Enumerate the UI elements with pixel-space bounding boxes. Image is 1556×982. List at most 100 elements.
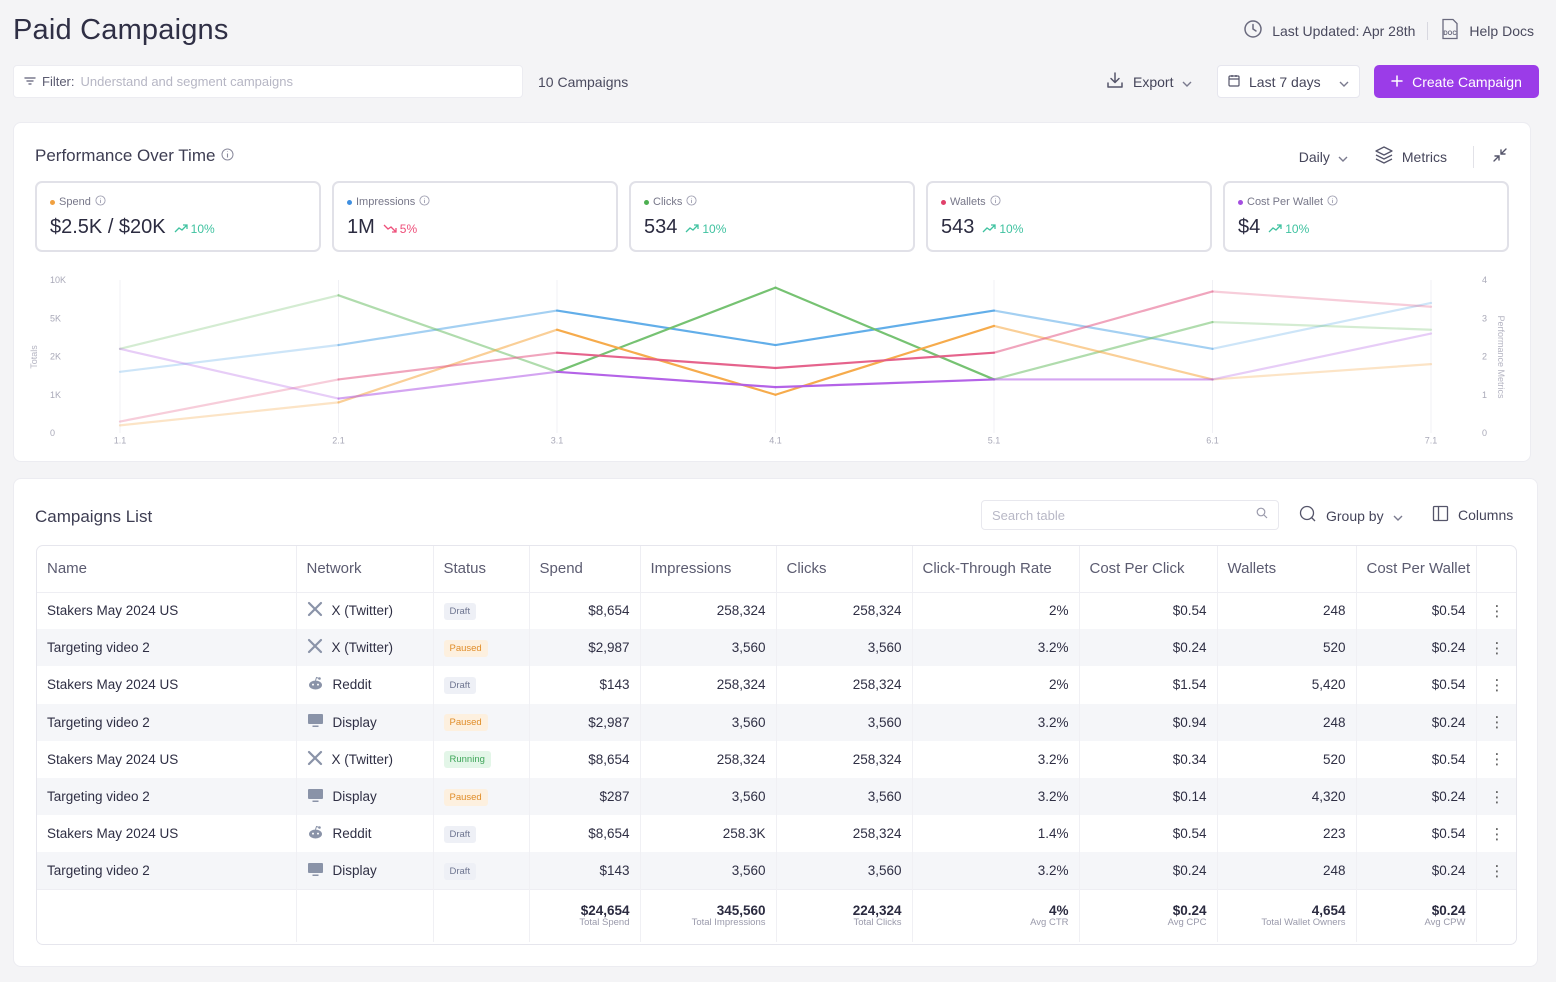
y-tick-label: 2K [50, 352, 61, 362]
row-menu-button[interactable]: ⋮ [1476, 852, 1516, 890]
metrics-button[interactable]: Metrics [1374, 145, 1447, 168]
date-range-label: Last 7 days [1249, 73, 1321, 90]
metric-card-spend[interactable]: Spend $2.5K / $20K 10% [35, 181, 321, 252]
series-0-segment [555, 309, 777, 347]
info-icon[interactable] [221, 146, 234, 166]
campaign-count: 10 Campaigns [538, 74, 629, 90]
impressions-cell: 258,324 [640, 666, 777, 704]
filter-bar[interactable]: Filter: [13, 65, 523, 98]
column-header-spend[interactable]: Spend [529, 546, 641, 593]
clicks-cell: 3,560 [776, 852, 913, 890]
series-1-segment [555, 286, 777, 373]
table-row[interactable]: Targeting video 2 X (Twitter) Paused $2,987… [37, 629, 1516, 667]
column-header-cost-per-wallet[interactable]: Cost Per Wallet [1356, 546, 1477, 593]
create-campaign-button[interactable]: Create Campaign [1374, 65, 1539, 98]
metric-card-impressions[interactable]: Impressions 1M 5% [332, 181, 618, 252]
total-wallets: 4,654 Total Wallet Owners [1217, 889, 1357, 942]
table-row[interactable]: Targeting video 2 Display Draft $143 3,560 3,… [37, 852, 1516, 890]
columns-button[interactable]: Columns [1432, 505, 1513, 525]
status-cell: Running [433, 740, 530, 778]
metric-label-text: Impressions [356, 196, 416, 208]
row-menu-button[interactable]: ⋮ [1476, 629, 1516, 667]
column-header-status[interactable]: Status [433, 546, 530, 593]
metric-delta-text: 10% [999, 222, 1024, 236]
x-icon [307, 750, 323, 769]
info-icon [419, 195, 430, 209]
metrics-label: Metrics [1401, 148, 1447, 165]
series-1-segment [337, 294, 559, 373]
reddit-icon [307, 676, 324, 694]
series-0-segment [1211, 301, 1433, 350]
trend-up-icon [982, 222, 997, 236]
network-label: X (Twitter) [331, 640, 394, 656]
table-search-input[interactable] [992, 507, 1256, 523]
column-header-cost-per-click[interactable]: Cost Per Click [1079, 546, 1218, 593]
metric-card-cost-per-wallet[interactable]: Cost Per Wallet $4 10% [1223, 181, 1509, 252]
campaign-name-cell[interactable]: Stakers May 2024 US [37, 666, 297, 704]
series-dot [941, 199, 946, 205]
export-button[interactable]: Export [1106, 65, 1192, 98]
row-menu-button[interactable]: ⋮ [1476, 592, 1516, 630]
row-menu-button[interactable]: ⋮ [1476, 740, 1516, 778]
column-header-wallets[interactable]: Wallets [1217, 546, 1357, 593]
campaign-name-cell[interactable]: Stakers May 2024 US [37, 592, 297, 630]
performance-controls: Daily Metrics [1299, 145, 1508, 168]
column-header-click-through-rate[interactable]: Click-Through Rate [912, 546, 1080, 593]
help-docs-link[interactable]: DOC Help Docs [1440, 18, 1534, 43]
table-row[interactable]: Stakers May 2024 US Reddit Draft $143 258,32… [37, 666, 1516, 704]
spend-cell: $8,654 [529, 592, 641, 630]
row-menu-button[interactable]: ⋮ [1476, 777, 1516, 816]
interval-select[interactable]: Daily [1299, 149, 1348, 165]
download-icon [1106, 71, 1124, 92]
row-menu-button[interactable]: ⋮ [1476, 815, 1516, 853]
y2-tick-label: 2 [1482, 352, 1487, 362]
last-updated-text: Last Updated: Apr 28th [1272, 22, 1416, 39]
campaign-name-cell[interactable]: Targeting video 2 [37, 703, 297, 741]
date-range-select[interactable]: Last 7 days [1217, 65, 1360, 98]
row-menu-button[interactable]: ⋮ [1476, 703, 1516, 741]
row-menu-button[interactable]: ⋮ [1476, 666, 1516, 704]
table-row[interactable]: Stakers May 2024 US X (Twitter) Running $8,… [37, 740, 1516, 778]
table-row[interactable]: Stakers May 2024 US X (Twitter) Draft $8,65… [37, 592, 1516, 630]
impressions-cell: 3,560 [640, 629, 777, 667]
group-by-button[interactable]: Group by [1299, 505, 1403, 526]
column-header-network[interactable]: Network [296, 546, 434, 593]
group-icon [1299, 505, 1317, 526]
filter-input[interactable] [80, 74, 512, 89]
collapse-button[interactable] [1492, 147, 1508, 166]
impressions-cell: 258,324 [640, 740, 777, 778]
group-by-label: Group by [1326, 507, 1384, 524]
column-header-name[interactable]: Name [37, 546, 297, 593]
series-3-segment [555, 351, 777, 370]
wallets-cell: 520 [1217, 740, 1357, 778]
campaign-name-cell[interactable]: Stakers May 2024 US [37, 815, 297, 853]
table-row[interactable]: Targeting video 2 Display Paused $287 3,560 3… [37, 777, 1516, 816]
series-1-segment [1211, 320, 1433, 331]
total-clicks: 224,324 Total Clicks [776, 889, 913, 942]
campaign-name-cell[interactable]: Targeting video 2 [37, 629, 297, 667]
status-badge: Draft [443, 676, 477, 694]
spend-cell: $287 [529, 777, 641, 816]
table-row[interactable]: Targeting video 2 Display Paused $2,987 3,56… [37, 703, 1516, 741]
ctr-cell: 3.2% [912, 852, 1080, 890]
network-cell: Display [296, 777, 434, 816]
column-header-clicks[interactable]: Clicks [776, 546, 913, 593]
metric-card-clicks[interactable]: Clicks 534 10% [629, 181, 915, 252]
series-1-segment [992, 320, 1214, 381]
create-campaign-label: Create Campaign [1412, 73, 1522, 90]
column-header-impressions[interactable]: Impressions [640, 546, 777, 593]
campaign-name-cell[interactable]: Targeting video 2 [37, 852, 297, 890]
y2-tick-label: 4 [1482, 275, 1487, 285]
metric-card-wallets[interactable]: Wallets 543 10% [926, 181, 1212, 252]
campaign-name-cell[interactable]: Stakers May 2024 US [37, 740, 297, 778]
campaign-name-cell[interactable]: Targeting video 2 [37, 777, 297, 816]
clicks-cell: 3,560 [776, 777, 913, 816]
series-4-segment [555, 370, 777, 389]
status-cell: Paused [433, 703, 530, 741]
network-label: Display [332, 863, 377, 879]
display-icon [307, 788, 324, 806]
network-label: Reddit [332, 826, 372, 842]
metric-delta-text: 10% [190, 222, 215, 236]
table-search[interactable] [981, 500, 1279, 530]
table-row[interactable]: Stakers May 2024 US Reddit Draft $8,654 258.… [37, 815, 1516, 853]
